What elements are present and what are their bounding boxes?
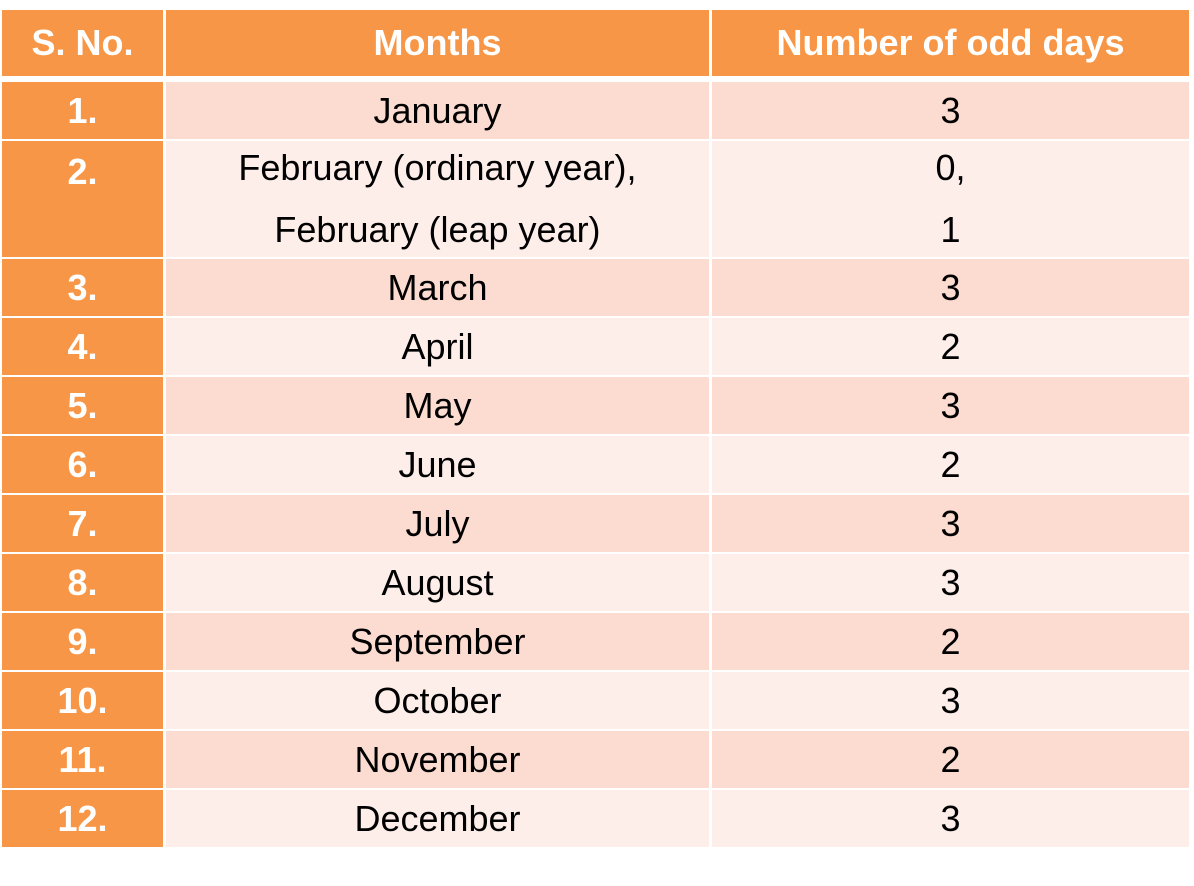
row-10-month: October (166, 672, 709, 731)
row-1-month: January (166, 82, 709, 141)
row-8-odd-days: 3 (712, 554, 1189, 613)
header-odd-days: Number of odd days (712, 10, 1189, 82)
row-2-odd-days-line-1: 0, (935, 147, 966, 188)
row-11-month: November (166, 731, 709, 790)
row-6-month: June (166, 436, 709, 495)
row-7-month: July (166, 495, 709, 554)
row-11-sno: 11. (2, 731, 163, 790)
row-8-month: August (166, 554, 709, 613)
row-2-month: February (ordinary year), February (leap… (166, 141, 709, 259)
row-9-odd-days: 2 (712, 613, 1189, 672)
row-3-odd-days: 3 (712, 259, 1189, 318)
row-6-odd-days: 2 (712, 436, 1189, 495)
row-3-sno: 3. (2, 259, 163, 318)
row-8-sno: 8. (2, 554, 163, 613)
row-1-odd-days: 3 (712, 82, 1189, 141)
row-9-sno: 9. (2, 613, 163, 672)
row-4-odd-days: 2 (712, 318, 1189, 377)
row-10-sno: 10. (2, 672, 163, 731)
header-months: Months (166, 10, 709, 82)
row-12-sno: 12. (2, 790, 163, 849)
row-6-sno: 6. (2, 436, 163, 495)
row-4-sno: 4. (2, 318, 163, 377)
row-5-sno: 5. (2, 377, 163, 436)
row-11-odd-days: 2 (712, 731, 1189, 790)
row-10-odd-days: 3 (712, 672, 1189, 731)
row-2-odd-days-line-2: 1 (940, 209, 961, 250)
row-3-month: March (166, 259, 709, 318)
row-2-month-line-2: February (leap year) (274, 209, 601, 250)
row-12-month: December (166, 790, 709, 849)
header-sno: S. No. (2, 10, 163, 82)
row-1-sno: 1. (2, 82, 163, 141)
row-7-sno: 7. (2, 495, 163, 554)
row-12-odd-days: 3 (712, 790, 1189, 849)
row-5-month: May (166, 377, 709, 436)
row-7-odd-days: 3 (712, 495, 1189, 554)
row-2-month-line-1: February (ordinary year), (238, 147, 637, 188)
row-2-sno: 2. (2, 141, 163, 259)
row-2-odd-days: 0, 1 (712, 141, 1189, 259)
row-9-month: September (166, 613, 709, 672)
row-4-month: April (166, 318, 709, 377)
odd-days-table: S. No. Months Number of odd days 1. Janu… (2, 10, 1189, 849)
row-5-odd-days: 3 (712, 377, 1189, 436)
